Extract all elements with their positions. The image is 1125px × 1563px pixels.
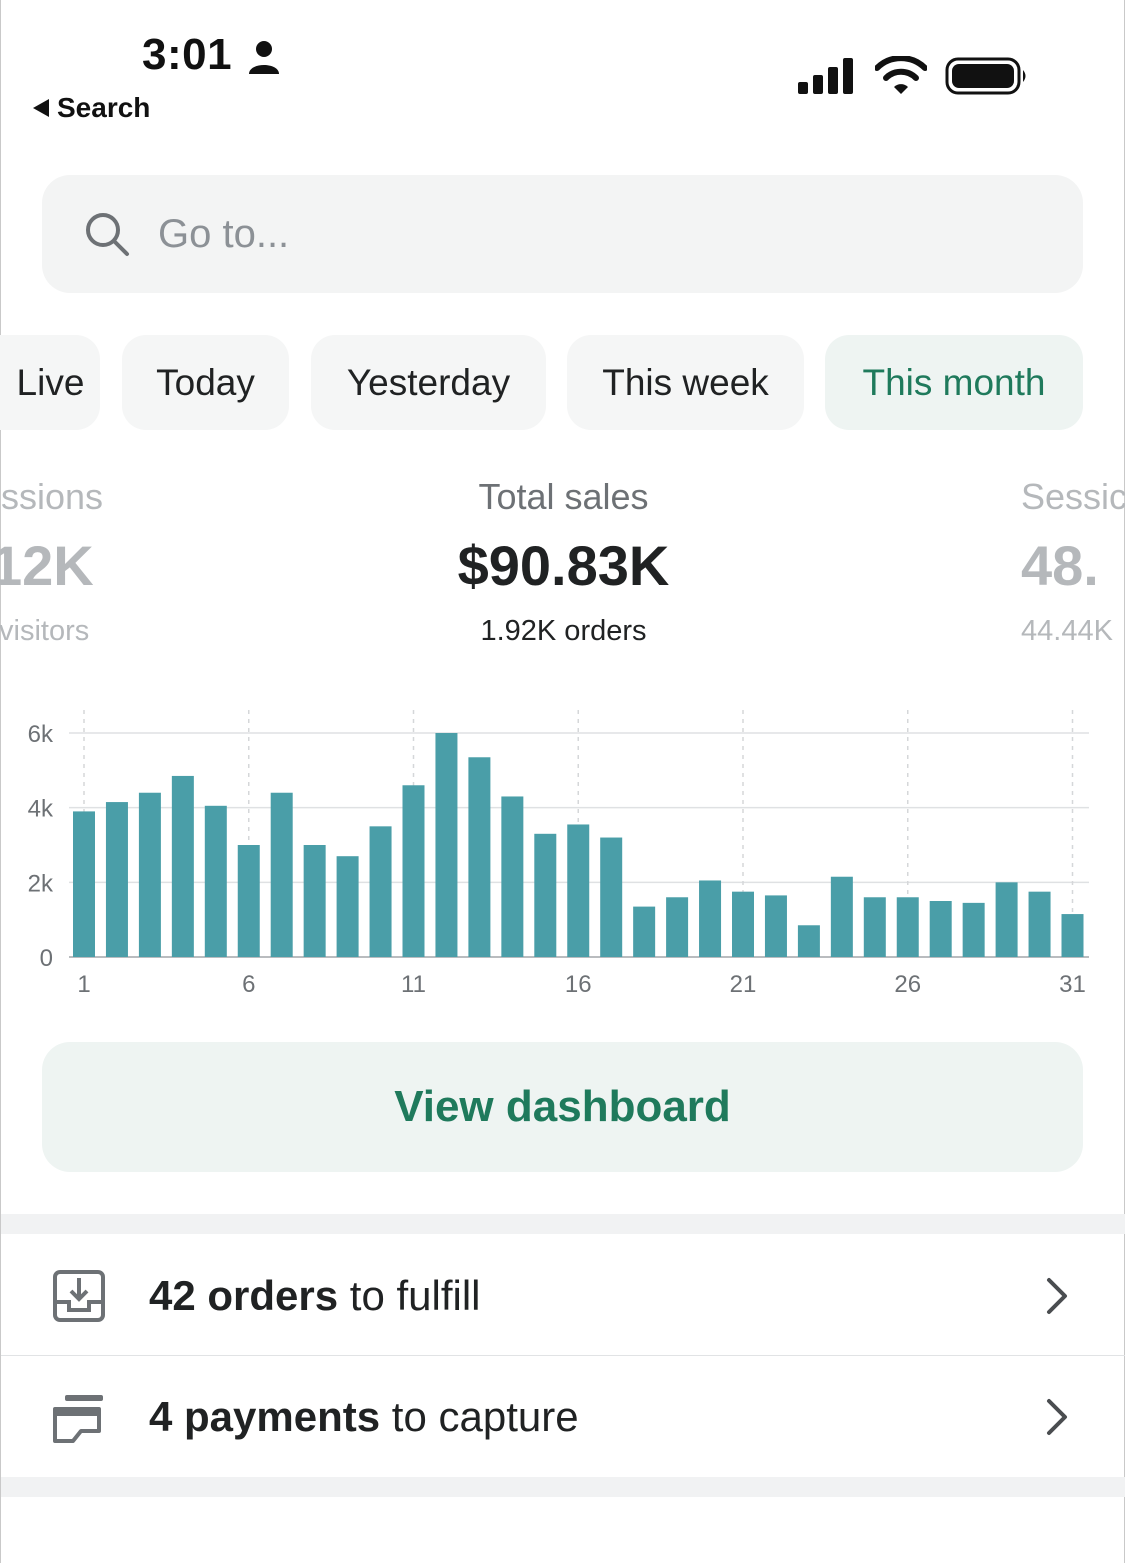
task-label: 4 payments to capture: [149, 1393, 579, 1440]
search-icon: [86, 213, 129, 256]
chart-bar: [303, 845, 326, 957]
back-arrow-icon: [33, 99, 49, 117]
metric-value: 48.: [1021, 534, 1099, 597]
x-tick-label: 6: [242, 971, 255, 998]
x-tick-label: 1: [77, 971, 90, 998]
chart-bar: [402, 785, 425, 957]
task-label: 42 orders to fulfill: [149, 1272, 481, 1319]
metric-value: $90.83K: [457, 534, 670, 597]
metric-value: 12K: [0, 534, 94, 597]
chart-bar: [995, 882, 1018, 957]
tab-today[interactable]: Today: [122, 335, 289, 430]
search-bar[interactable]: [42, 175, 1083, 293]
chart-bar: [863, 897, 886, 957]
chart-bar: [962, 902, 985, 957]
x-tick-label: 26: [894, 971, 921, 998]
y-tick-label: 6k: [28, 721, 54, 748]
section-divider: [1, 1214, 1125, 1234]
date-range-tabs: Live Today Yesterday This week This mont…: [0, 335, 1125, 430]
tab-this-month[interactable]: This month: [825, 335, 1083, 430]
orders-to-fulfill-row[interactable]: 42 orders to fulfill: [1, 1236, 1125, 1356]
metric-label: Total sales: [478, 476, 649, 517]
chart-bar: [204, 805, 227, 957]
back-to-search-link[interactable]: Search: [33, 92, 150, 124]
inbox-download-icon: [53, 1270, 105, 1322]
section-divider: [1, 1477, 1125, 1497]
back-label: Search: [57, 92, 151, 123]
chart-bar: [468, 757, 491, 957]
chart-bar: [600, 837, 623, 957]
battery-icon: [945, 57, 1026, 95]
tab-this-week[interactable]: This week: [567, 335, 804, 430]
x-tick-label: 16: [565, 971, 592, 998]
status-time: 3:01: [142, 30, 233, 79]
chart-bar: [830, 876, 853, 957]
chart-bar: [336, 856, 359, 957]
chart-bar: [929, 901, 952, 957]
metric-sub: 44.44K: [1021, 615, 1113, 647]
wifi-icon: [875, 56, 927, 94]
cellular-signal-icon: [798, 58, 853, 94]
chart-bar: [797, 925, 820, 957]
chevron-right-icon: [1047, 1278, 1067, 1314]
y-tick-label: 4k: [28, 796, 54, 823]
metric-sub: visitors: [0, 615, 90, 647]
chart-bar: [237, 845, 260, 957]
metric-label: Sessic: [1021, 476, 1125, 517]
chart-bar: [138, 792, 161, 957]
chart-bar: [633, 906, 656, 957]
y-tick-label: 2k: [28, 870, 54, 897]
x-tick-label: 21: [730, 971, 757, 998]
metric-label: ssions: [1, 476, 104, 517]
chart-bar: [105, 802, 128, 957]
tab-live[interactable]: Live: [0, 335, 100, 430]
chart-bar: [732, 891, 754, 957]
row-divider: [1, 1355, 1125, 1356]
chart-bar: [1028, 891, 1051, 957]
search-input[interactable]: [158, 211, 958, 257]
chart-bar: [567, 824, 590, 957]
view-dashboard-button[interactable]: View dashboard: [42, 1042, 1083, 1172]
y-tick-label: 0: [40, 945, 53, 972]
chart-bar: [1061, 914, 1084, 957]
chart-bar: [73, 811, 95, 957]
tab-yesterday[interactable]: Yesterday: [311, 335, 546, 430]
chart-bar: [435, 733, 458, 957]
x-tick-label: 31: [1059, 971, 1086, 998]
credit-card-icon: [53, 1395, 103, 1443]
chart-bar: [896, 897, 919, 957]
chart-bar: [501, 796, 524, 957]
chart-bar: [699, 880, 722, 957]
chart-bar: [270, 792, 293, 957]
chart-bar: [764, 895, 787, 957]
payments-to-capture-row[interactable]: 4 payments to capture: [1, 1357, 1125, 1477]
metric-sub: 1.92K orders: [480, 615, 647, 647]
chart-bar: [171, 775, 194, 957]
x-tick-label: 11: [401, 971, 426, 998]
chart-bar: [369, 826, 392, 957]
chevron-right-icon: [1047, 1399, 1067, 1435]
chart-bar: [534, 833, 557, 957]
chart-bar: [666, 897, 689, 957]
person-icon: [249, 41, 279, 74]
